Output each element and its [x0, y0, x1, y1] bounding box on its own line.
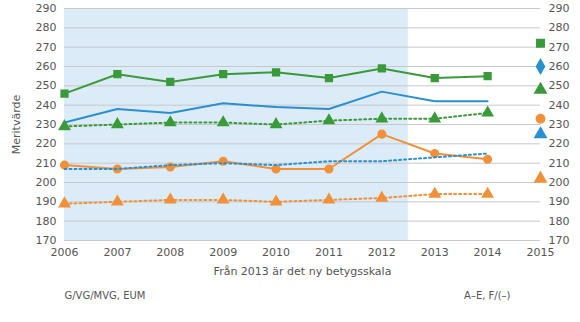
svg-text:190: 190	[549, 195, 570, 208]
svg-text:250: 250	[36, 79, 57, 92]
svg-text:210: 210	[36, 157, 57, 170]
svg-text:A–E, F/(–): A–E, F/(–)	[464, 290, 511, 301]
svg-text:210: 210	[549, 157, 570, 170]
svg-text:2015: 2015	[527, 246, 555, 259]
svg-text:230: 230	[549, 118, 570, 131]
svg-text:180: 180	[549, 215, 570, 228]
svg-text:170: 170	[549, 234, 570, 247]
svg-text:190: 190	[36, 195, 57, 208]
svg-text:250: 250	[549, 79, 570, 92]
svg-text:260: 260	[549, 60, 570, 73]
svg-text:2010: 2010	[262, 246, 290, 259]
svg-text:2013: 2013	[421, 246, 449, 259]
svg-text:2014: 2014	[474, 246, 502, 259]
svg-text:220: 220	[549, 137, 570, 150]
svg-text:200: 200	[549, 176, 570, 189]
svg-text:270: 270	[549, 41, 570, 54]
svg-text:280: 280	[36, 21, 57, 34]
svg-text:280: 280	[549, 21, 570, 34]
svg-text:260: 260	[36, 60, 57, 73]
svg-text:G/VG/MVG, EUM: G/VG/MVG, EUM	[65, 290, 146, 301]
svg-text:200: 200	[36, 176, 57, 189]
svg-text:290: 290	[549, 2, 570, 15]
svg-text:2012: 2012	[368, 246, 396, 259]
svg-text:290: 290	[36, 2, 57, 15]
svg-text:270: 270	[36, 41, 57, 54]
svg-text:2006: 2006	[51, 246, 79, 259]
svg-text:Från 2013 är det ny betygsskal: Från 2013 är det ny betygsskala	[214, 265, 392, 278]
svg-text:220: 220	[36, 137, 57, 150]
svg-text:180: 180	[36, 215, 57, 228]
svg-text:170: 170	[36, 234, 57, 247]
svg-text:2008: 2008	[156, 246, 184, 259]
svg-text:240: 240	[549, 99, 570, 112]
svg-text:Meritvärde: Meritvärde	[10, 95, 23, 155]
svg-text:2009: 2009	[209, 246, 237, 259]
svg-text:230: 230	[36, 118, 57, 131]
svg-text:240: 240	[36, 99, 57, 112]
svg-text:2007: 2007	[103, 246, 131, 259]
svg-text:2011: 2011	[315, 246, 343, 259]
